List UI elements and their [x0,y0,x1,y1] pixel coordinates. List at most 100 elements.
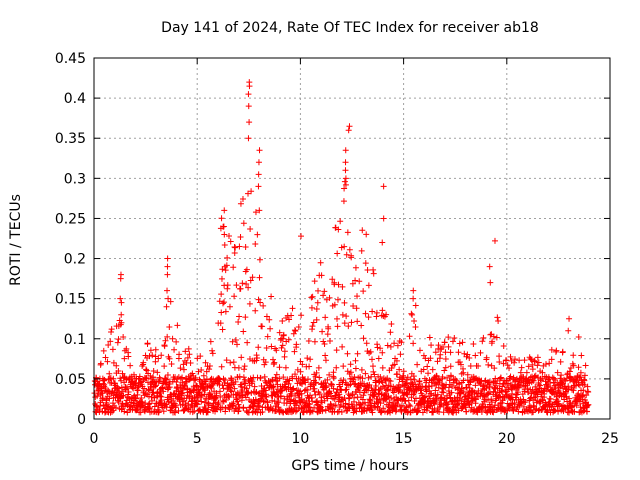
data-point [292,371,299,378]
data-point [235,319,242,326]
data-point [259,323,266,330]
data-point [253,357,260,364]
data-point [325,389,332,396]
data-point [219,300,226,307]
data-point [441,367,448,374]
data-point [242,380,249,387]
data-point [406,402,413,409]
data-point [342,400,349,407]
data-point [368,385,375,392]
data-point [504,362,511,369]
data-point [334,315,340,322]
data-point [335,281,342,288]
data-point [313,306,320,313]
data-point [314,409,321,416]
data-point [312,391,319,398]
data-point [351,381,358,388]
data-point [257,299,264,306]
data-point [221,231,228,238]
data-point [252,209,259,216]
data-point [166,384,173,391]
data-point [373,382,380,389]
data-point [397,351,404,358]
data-point [290,385,297,392]
data-point [464,351,471,358]
data-point [477,349,484,356]
data-point [398,339,405,346]
data-point [570,378,577,385]
data-point [256,274,263,281]
data-point [378,409,385,416]
data-point [262,387,269,394]
axis-ticks [93,57,611,420]
data-point [225,392,232,399]
data-point [297,233,304,240]
data-point [349,280,356,287]
data-point [240,328,247,335]
data-point [260,386,267,393]
data-point [430,409,437,416]
data-point [281,348,288,355]
data-point [461,350,468,357]
data-point [462,402,469,409]
data-point [241,363,248,370]
data-point [343,251,350,258]
data-point [420,394,427,401]
data-point [486,263,493,270]
data-point [198,398,205,405]
data-point [313,369,320,376]
data-point [463,408,470,415]
data-point [362,310,369,317]
data-point [321,288,328,295]
data-point [391,361,398,368]
data-point [326,294,333,301]
data-point [120,333,127,340]
data-point [115,336,122,343]
data-point [447,363,454,370]
data-point [100,347,107,354]
data-point [344,229,351,236]
data-point [353,305,360,312]
data-point [187,359,194,366]
data-point [221,241,228,248]
data-point [185,345,192,352]
data-point [256,403,263,410]
data-point [410,287,417,294]
y-tick-label: 0.05 [55,372,86,388]
data-point [363,231,370,238]
data-point [286,377,293,384]
data-point [446,384,453,391]
data-point [370,266,377,273]
data-point [369,363,376,370]
data-point [340,198,347,205]
data-point [231,293,238,300]
data-point [123,345,130,352]
data-point [496,358,503,365]
data-point [146,353,153,360]
data-point [370,270,377,277]
data-point [145,401,152,408]
data-point [229,379,236,386]
data-point [107,338,114,345]
data-point [271,359,278,366]
data-point [414,361,421,368]
x-tick-label: 15 [395,431,413,447]
data-point [350,303,357,310]
data-point [264,333,271,340]
data-point [346,123,353,130]
data-point [235,401,242,408]
data-point [335,226,342,233]
data-point [380,405,387,412]
data-point [217,393,224,400]
data-point [164,263,171,270]
data-point [396,366,403,373]
data-point [122,384,129,391]
x-tick-label: 10 [291,431,309,447]
data-point [464,371,471,378]
data-point [293,341,300,348]
data-point [373,309,380,316]
data-point [311,388,318,395]
data-point [216,376,223,383]
data-point [342,167,349,174]
data-point [104,358,111,365]
